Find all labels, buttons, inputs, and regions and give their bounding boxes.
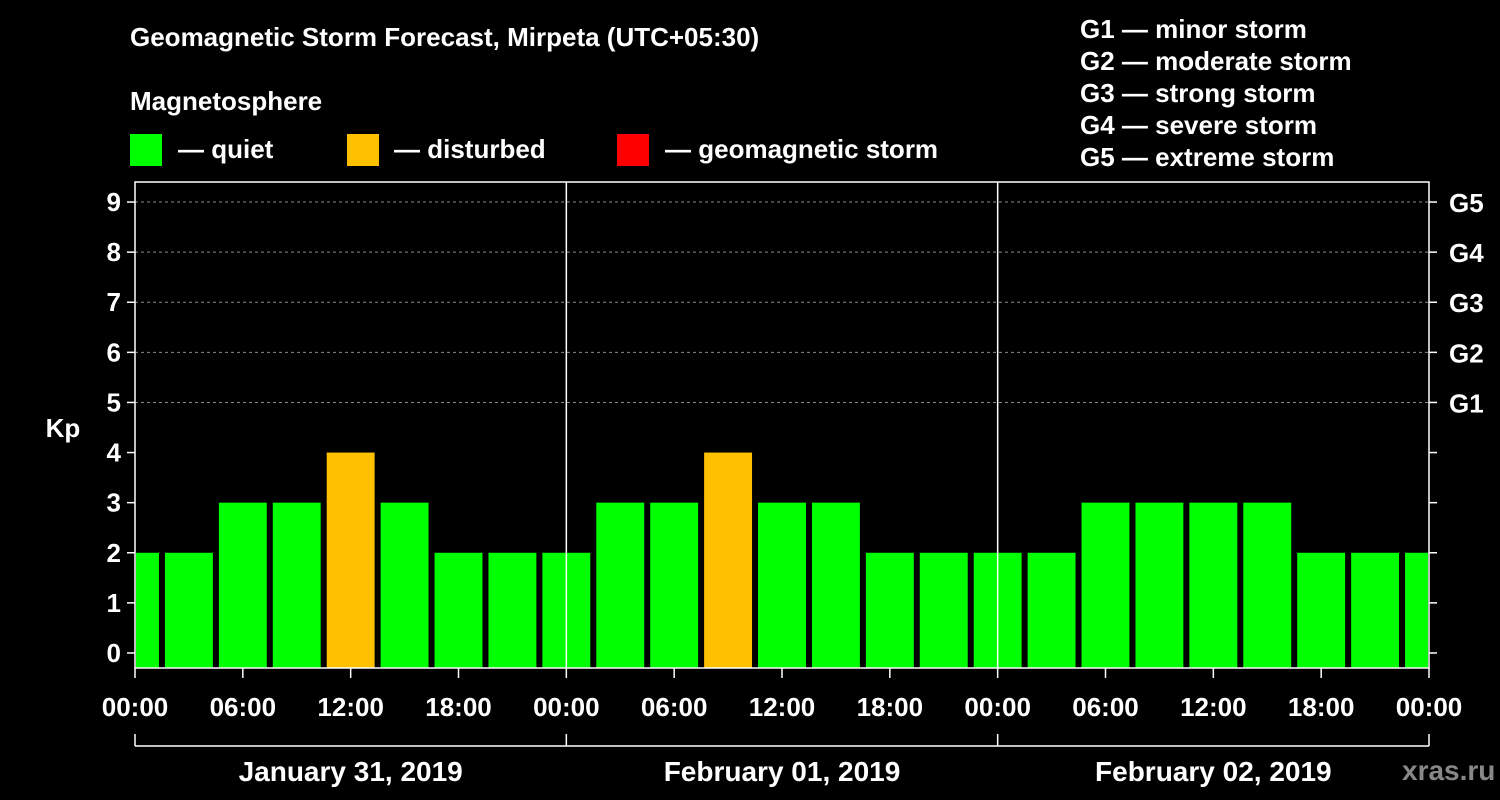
kp-bar-20 — [1189, 502, 1238, 668]
y-tick-label-3: 3 — [107, 488, 121, 518]
kp-bar-19 — [1135, 502, 1184, 668]
y-tick-label-5: 5 — [107, 387, 121, 417]
day-label-2: February 02, 2019 — [1095, 756, 1332, 787]
kp-bar-22 — [1297, 552, 1346, 668]
disturbed-swatch — [347, 134, 379, 166]
chart-subtitle: Magnetosphere — [130, 86, 323, 116]
kp-bar-5 — [380, 502, 429, 668]
kp-bar-18 — [1081, 502, 1130, 668]
kp-bar-6 — [434, 552, 483, 668]
chart-title: Geomagnetic Storm Forecast, Mirpeta (UTC… — [130, 22, 760, 52]
y-tick-label-2: 2 — [107, 538, 121, 568]
kp-bar-13 — [811, 502, 860, 668]
y-tick-label-6: 6 — [107, 337, 121, 367]
g-level-label-g3: G3 — [1449, 288, 1484, 318]
kp-bar-15 — [919, 552, 968, 668]
g-level-label-g1: G1 — [1449, 388, 1484, 418]
kp-bar-12 — [758, 502, 806, 668]
x-tick-label-3: 18:00 — [425, 692, 492, 722]
kp-bar-4 — [326, 452, 375, 668]
kp-bar-11 — [704, 452, 753, 668]
x-tick-label-7: 18:00 — [857, 692, 924, 722]
day-label-1: February 01, 2019 — [664, 756, 901, 787]
kp-bar-7 — [488, 552, 537, 668]
kp-bar-23 — [1351, 552, 1400, 668]
g-level-label-g2: G2 — [1449, 338, 1484, 368]
x-tick-label-4: 00:00 — [533, 692, 600, 722]
x-tick-label-11: 18:00 — [1288, 692, 1355, 722]
x-tick-label-2: 12:00 — [317, 692, 384, 722]
kp-bar-9 — [596, 502, 645, 668]
y-axis-label: Kp — [46, 413, 81, 443]
y-tick-label-9: 9 — [107, 187, 121, 217]
x-tick-label-9: 06:00 — [1072, 692, 1139, 722]
x-tick-label-0: 00:00 — [102, 692, 169, 722]
y-tick-label-1: 1 — [107, 588, 121, 618]
x-tick-label-8: 00:00 — [964, 692, 1031, 722]
legend-storm-label: — geomagnetic storm — [665, 134, 939, 164]
x-tick-label-10: 12:00 — [1180, 692, 1247, 722]
storm-scale-g2: G2 — moderate storm — [1080, 46, 1352, 76]
y-tick-label-4: 4 — [107, 438, 122, 468]
y-tick-label-0: 0 — [107, 638, 121, 668]
kp-bar-10 — [650, 502, 699, 668]
kp-bar-24 — [1405, 552, 1428, 668]
watermark: xras.ru — [1402, 755, 1496, 786]
kp-bar-21 — [1243, 502, 1292, 668]
x-tick-label-12: 00:00 — [1396, 692, 1463, 722]
day-label-0: January 31, 2019 — [239, 756, 463, 787]
g-level-label-g4: G4 — [1449, 238, 1484, 268]
x-tick-label-1: 06:00 — [210, 692, 277, 722]
g-level-label-g5: G5 — [1449, 188, 1484, 218]
storm-scale-g1: G1 — minor storm — [1080, 14, 1307, 44]
storm-scale-g3: G3 — strong storm — [1080, 78, 1316, 108]
x-tick-label-6: 12:00 — [749, 692, 816, 722]
y-tick-label-8: 8 — [107, 237, 121, 267]
storm-swatch — [617, 134, 649, 166]
x-tick-label-5: 06:00 — [641, 692, 708, 722]
legend-quiet-label: — quiet — [178, 134, 274, 164]
kp-bar-0 — [136, 552, 159, 668]
kp-bar-1 — [164, 552, 213, 668]
kp-bar-2 — [218, 502, 267, 668]
quiet-swatch — [130, 134, 162, 166]
kp-bar-17 — [1027, 552, 1076, 668]
storm-scale-g4: G4 — severe storm — [1080, 110, 1318, 140]
kp-bar-14 — [865, 552, 914, 668]
kp-bar-3 — [272, 502, 321, 668]
storm-scale-g5: G5 — extreme storm — [1080, 142, 1335, 172]
y-tick-label-7: 7 — [107, 287, 121, 317]
legend-disturbed-label: — disturbed — [394, 134, 546, 164]
